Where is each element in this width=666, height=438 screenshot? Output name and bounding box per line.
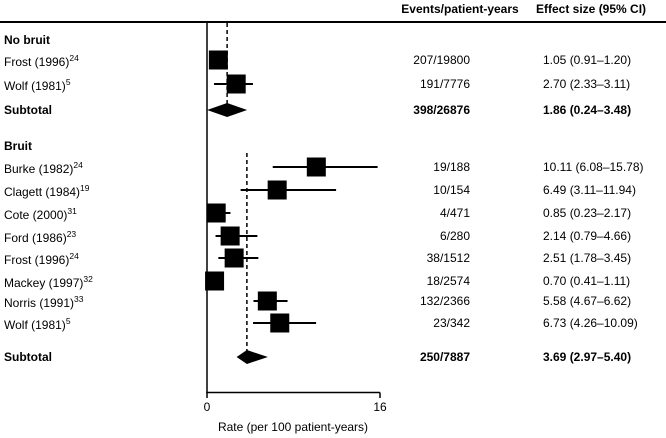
row-label: Frost (1996)24 (4, 251, 79, 267)
events-value: 6/280 (439, 229, 470, 243)
group-heading: No bruit (4, 33, 50, 47)
events-value: 4/471 (439, 206, 470, 220)
row-label: Frost (1996)24 (4, 53, 79, 69)
study-marker (226, 74, 246, 94)
study-superscript: 31 (67, 206, 77, 216)
effect-value: 5.58 (4.67–6.62) (543, 294, 632, 308)
effect-value: 0.70 (0.41–1.11) (543, 274, 631, 288)
events-column-header: Events/patient-years (401, 2, 519, 16)
events-value: 10/154 (433, 183, 470, 197)
study-superscript: 33 (74, 294, 84, 304)
effect-value: 2.70 (2.33–3.11) (543, 77, 631, 91)
effect-value: 1.05 (0.91–1.20) (543, 53, 632, 67)
study-superscript: 24 (69, 251, 79, 261)
subtotal-diamond (207, 103, 248, 117)
study-superscript: 5 (65, 316, 71, 326)
events-value: 19/188 (433, 160, 470, 174)
study-marker (205, 271, 225, 291)
x-tick-label: 16 (373, 400, 387, 414)
effect-value: 2.14 (0.79–4.66) (543, 229, 632, 243)
study-marker (270, 313, 290, 333)
study-marker (257, 291, 277, 311)
events-value: 250/7887 (419, 350, 470, 364)
study-superscript: 32 (83, 274, 93, 284)
study-superscript: 5 (65, 77, 71, 87)
row-label: Clagett (1984)19 (4, 183, 90, 199)
row-label: Wolf (1981)5 (4, 316, 71, 332)
row-label: Norris (1991)33 (4, 294, 84, 310)
subtotal-diamond (236, 350, 268, 364)
effect-value: 0.85 (0.23–2.17) (543, 206, 632, 220)
x-tick-label: 0 (203, 400, 211, 414)
row-label: Wolf (1981)5 (4, 77, 71, 93)
row-label: Cote (2000)31 (4, 206, 77, 222)
effect-value: 10.11 (6.08–15.78) (543, 160, 644, 174)
events-value: 132/2366 (419, 294, 470, 308)
events-value: 23/342 (433, 316, 470, 330)
study-superscript: 19 (80, 183, 90, 193)
effect-value: 1.86 (0.24–3.48) (543, 103, 632, 117)
header-rule (0, 21, 666, 23)
effect-column-header: Effect size (95% CI) (536, 2, 647, 16)
group-heading: Bruit (4, 139, 32, 153)
study-marker (208, 50, 228, 70)
study-superscript: 24 (69, 53, 79, 63)
effect-value: 2.51 (1.78–3.45) (543, 251, 632, 265)
x-axis-title: Rate (per 100 patient-years) (217, 420, 369, 434)
effect-value: 3.69 (2.97–5.40) (543, 350, 632, 364)
study-marker (306, 157, 326, 177)
effect-value: 6.73 (4.26–10.09) (543, 316, 638, 330)
study-marker (224, 248, 244, 268)
effect-value: 6.49 (3.11–11.94) (543, 183, 636, 197)
events-value: 207/19800 (413, 53, 470, 67)
row-label: Mackey (1997)32 (4, 274, 93, 290)
study-marker (206, 203, 226, 223)
events-value: 18/2574 (426, 274, 470, 288)
study-superscript: 24 (73, 160, 83, 170)
study-marker (220, 226, 240, 246)
study-superscript: 23 (66, 229, 77, 239)
events-value: 191/7776 (419, 77, 470, 91)
row-label: Subtotal (4, 103, 52, 117)
events-value: 38/1512 (426, 251, 470, 265)
row-label: Burke (1982)24 (4, 160, 83, 176)
row-label: Subtotal (4, 350, 52, 364)
study-marker (267, 180, 287, 200)
events-value: 398/26876 (413, 103, 470, 117)
row-label: Ford (1986)23 (4, 229, 77, 245)
